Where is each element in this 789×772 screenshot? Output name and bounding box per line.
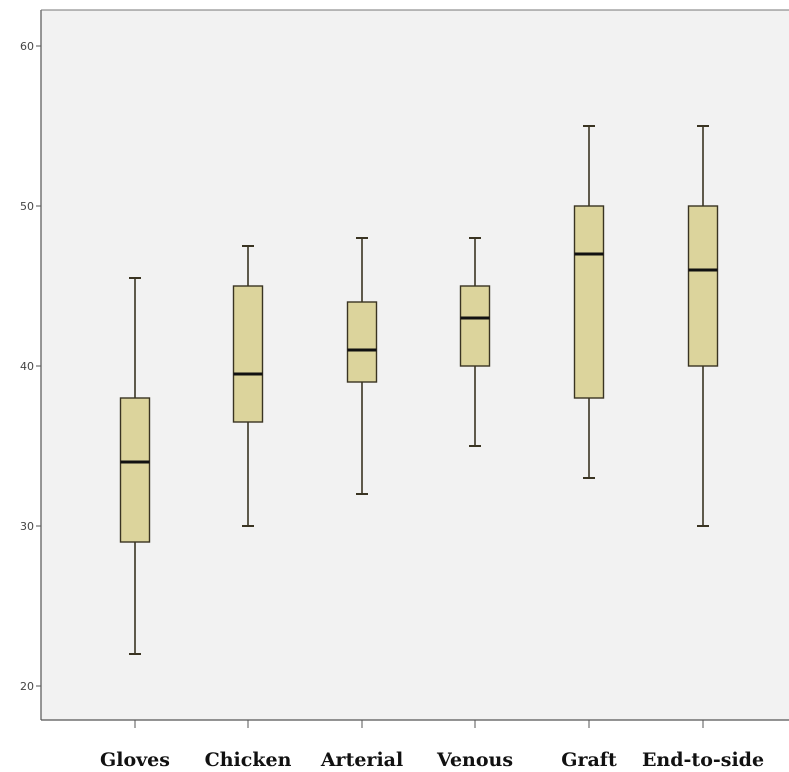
iqr-box [687,205,719,367]
boxes-group [119,125,719,655]
box-chicken [232,245,264,527]
x-tick-label: Gloves [100,749,170,771]
y-axis-ticks: 20 30 40 50 60 [20,40,41,693]
x-tick-label: Arterial [320,749,403,771]
x-tick-label: Graft [561,749,617,771]
y-tick-label: 40 [20,360,34,373]
x-tick-label: Venous [436,749,513,771]
box-venous [459,237,491,447]
box-arterial [346,237,378,495]
x-axis-ticks: Gloves Chicken Arterial Venous Graft End-to-s… [100,720,764,771]
box-graft [573,125,605,479]
y-tick-label: 60 [20,40,34,53]
x-tick-label: End-to-side [642,749,764,771]
iqr-box [459,285,491,367]
x-tick-label: Chicken [205,749,292,771]
iqr-box [573,205,605,399]
iqr-box [232,285,264,423]
iqr-box [346,301,378,383]
plot-area [41,10,789,720]
y-tick-label: 30 [20,520,34,533]
box-end-to-side [687,125,719,527]
box-gloves [119,277,151,655]
y-tick-label: 20 [20,680,34,693]
y-tick-label: 50 [20,200,34,213]
iqr-box [119,397,151,543]
